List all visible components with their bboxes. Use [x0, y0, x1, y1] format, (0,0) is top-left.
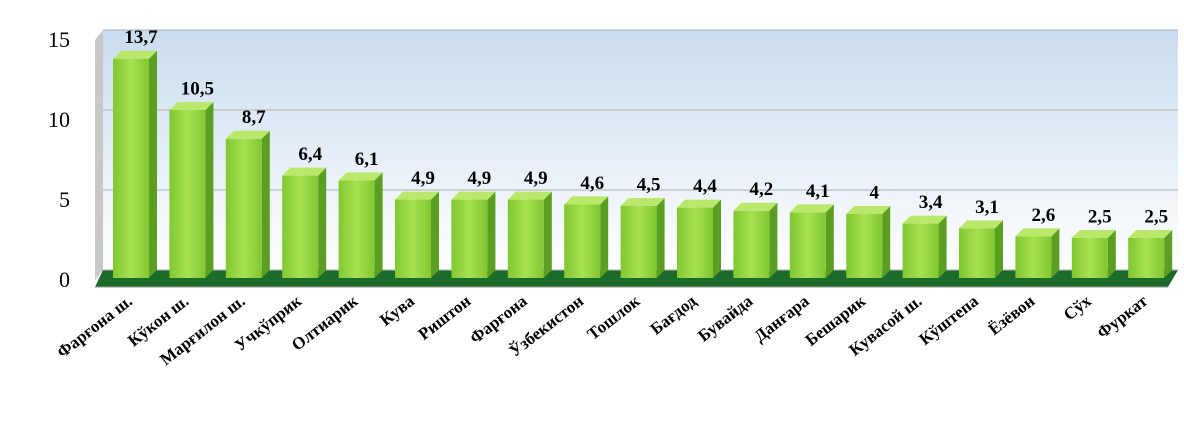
- bar-top: [1015, 228, 1060, 237]
- bar: [395, 199, 431, 278]
- bar: [507, 199, 544, 278]
- value-label: 3,4: [919, 192, 943, 213]
- bar-top: [1071, 230, 1116, 238]
- y-tick-label: 0: [59, 267, 70, 292]
- x-tick-label: Кўштепа: [916, 291, 983, 349]
- bar-side: [1051, 228, 1060, 278]
- bar: [789, 212, 826, 278]
- x-tick-label: Бувайда: [694, 291, 756, 346]
- bar-side: [543, 191, 552, 278]
- x-tick-label: Риштон: [415, 291, 475, 344]
- bar: [677, 207, 713, 278]
- bar-top: [113, 50, 157, 59]
- value-label: 4,6: [580, 173, 604, 194]
- bar: [113, 58, 149, 278]
- bar-side: [487, 191, 496, 278]
- bar-side: [149, 50, 157, 278]
- bar: [620, 206, 657, 278]
- bar-top: [733, 202, 778, 211]
- bar-top: [564, 196, 609, 205]
- bar-top: [282, 167, 327, 176]
- bar: [225, 138, 262, 278]
- bar-side: [995, 220, 1003, 278]
- bar: [1071, 238, 1108, 278]
- bar-top: [169, 102, 214, 110]
- value-label: 4,9: [411, 168, 435, 189]
- bar-side: [374, 172, 383, 278]
- bar-top: [507, 191, 552, 200]
- value-label: 4: [869, 182, 879, 203]
- bar-side: [769, 202, 778, 278]
- value-label: 4,4: [693, 176, 717, 197]
- x-tick-label: Тошлок: [583, 291, 643, 344]
- value-label: 4,2: [750, 179, 774, 200]
- x-tick-label: Ёзёвон: [985, 291, 1039, 339]
- bar-side: [205, 102, 214, 278]
- y-tick-label: 10: [48, 107, 70, 132]
- value-label: 4,5: [637, 174, 661, 195]
- bar: [282, 175, 319, 278]
- bar-top: [620, 198, 665, 206]
- bar: [338, 180, 375, 278]
- bar: [733, 210, 770, 278]
- bar-top: [225, 130, 270, 139]
- bar-side: [825, 204, 834, 278]
- x-tick-label: Бағдод: [647, 291, 701, 339]
- value-label: 4,9: [524, 168, 548, 189]
- bar: [451, 199, 488, 278]
- value-label: 2,6: [1032, 205, 1056, 226]
- bar-side: [600, 196, 609, 278]
- bar-side: [938, 215, 947, 278]
- y-tick-label: 5: [59, 187, 70, 212]
- bar-top: [451, 191, 496, 200]
- bar-side: [713, 199, 721, 278]
- side-wall: [95, 30, 103, 280]
- bar-top: [846, 206, 891, 214]
- value-label: 4,9: [468, 168, 492, 189]
- value-label: 4,1: [806, 181, 830, 202]
- value-label: 3,1: [975, 197, 999, 218]
- value-label: 2,5: [1144, 206, 1168, 227]
- bar-top: [789, 204, 834, 213]
- value-label: 2,5: [1088, 206, 1112, 227]
- x-tick-label: Фуркат: [1093, 291, 1151, 342]
- bar-top: [902, 215, 947, 224]
- value-label: 8,7: [242, 107, 266, 128]
- bar-side: [1164, 230, 1173, 278]
- x-tick-label: Сўх: [1060, 291, 1095, 324]
- x-tick-label: Кува: [376, 291, 418, 330]
- x-tick-label: Фарғона ш.: [53, 291, 136, 361]
- bar-top: [1128, 230, 1173, 238]
- bar: [564, 204, 601, 278]
- bar-side: [261, 130, 270, 278]
- value-label: 6,1: [355, 149, 379, 170]
- bar: [1128, 238, 1165, 278]
- bar-top: [338, 172, 383, 181]
- bar-side: [318, 167, 327, 278]
- bar-top: [959, 220, 1003, 229]
- bar: [959, 228, 995, 278]
- bar: [902, 223, 939, 278]
- value-label: 6,4: [298, 144, 322, 165]
- bar: [846, 214, 883, 278]
- bar-side: [882, 206, 891, 278]
- bar-side: [656, 198, 665, 278]
- value-label: 10,5: [181, 78, 214, 99]
- value-label: 13,7: [124, 27, 158, 48]
- bar: [169, 110, 206, 278]
- bar-top: [677, 199, 721, 208]
- bar: [1015, 236, 1052, 278]
- bar-top: [395, 191, 439, 200]
- bar-side: [431, 191, 439, 278]
- bar-side: [1107, 230, 1116, 278]
- y-tick-label: 15: [48, 27, 70, 52]
